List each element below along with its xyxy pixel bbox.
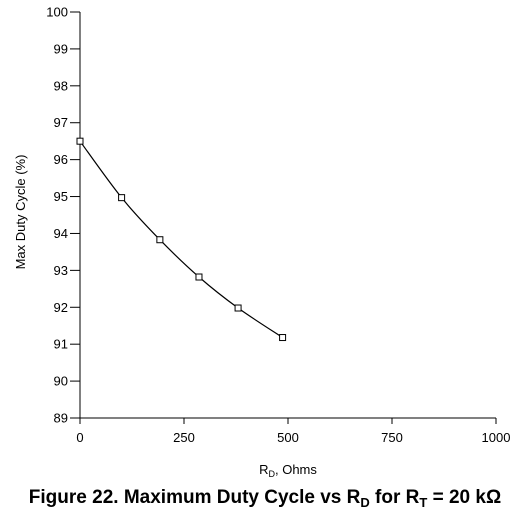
axes (79, 12, 496, 419)
series-line-0 (79, 140, 283, 339)
figure-caption: Figure 22. Maximum Duty Cycle vs RD for … (0, 487, 530, 510)
y-tick-label-96: 96 (54, 152, 68, 167)
caption-prefix: Figure 22. Maximum Duty Cycle vs R (28, 487, 361, 508)
data-point-1 (118, 194, 126, 202)
caption-mid: for R (369, 487, 420, 508)
caption-suffix: = 20 kΩ (427, 487, 502, 508)
x-tick-label-750: 750 (381, 430, 403, 445)
y-tick-label-98: 98 (54, 78, 68, 93)
y-tick-label-93: 93 (54, 263, 68, 278)
data-point-0 (76, 137, 84, 145)
x-tick-label-250: 250 (173, 430, 195, 445)
y-tick-label-100: 100 (46, 5, 68, 20)
x-tick-label-0: 0 (76, 430, 83, 445)
y-tick-label-92: 92 (54, 300, 68, 315)
x-tick-label-500: 500 (277, 430, 299, 445)
data-point-3 (195, 273, 203, 281)
series (76, 137, 287, 342)
x-tick-label-1000: 1000 (482, 430, 511, 445)
y-tick-label-90: 90 (54, 374, 68, 389)
y-axis-title: Max Duty Cycle (%) (13, 155, 28, 270)
data-point-4 (234, 304, 242, 312)
y-tick-label-91: 91 (54, 337, 68, 352)
x-axis-title-rest: , Ohms (275, 462, 317, 477)
data-point-5 (279, 334, 287, 342)
y-tick-label-99: 99 (54, 41, 68, 56)
x-axis-title-sub: D (268, 469, 275, 479)
data-point-2 (156, 236, 164, 244)
y-tick-label-94: 94 (54, 226, 68, 241)
y-tick-label-97: 97 (54, 115, 68, 130)
x-axis-title-main: R (259, 462, 268, 477)
caption-sub-d: D (360, 495, 370, 510)
y-tick-label-89: 89 (54, 411, 68, 426)
y-tick-label-95: 95 (54, 189, 68, 204)
caption-sub-t: T (419, 495, 428, 510)
x-axis-title: RD, Ohms (259, 462, 317, 479)
